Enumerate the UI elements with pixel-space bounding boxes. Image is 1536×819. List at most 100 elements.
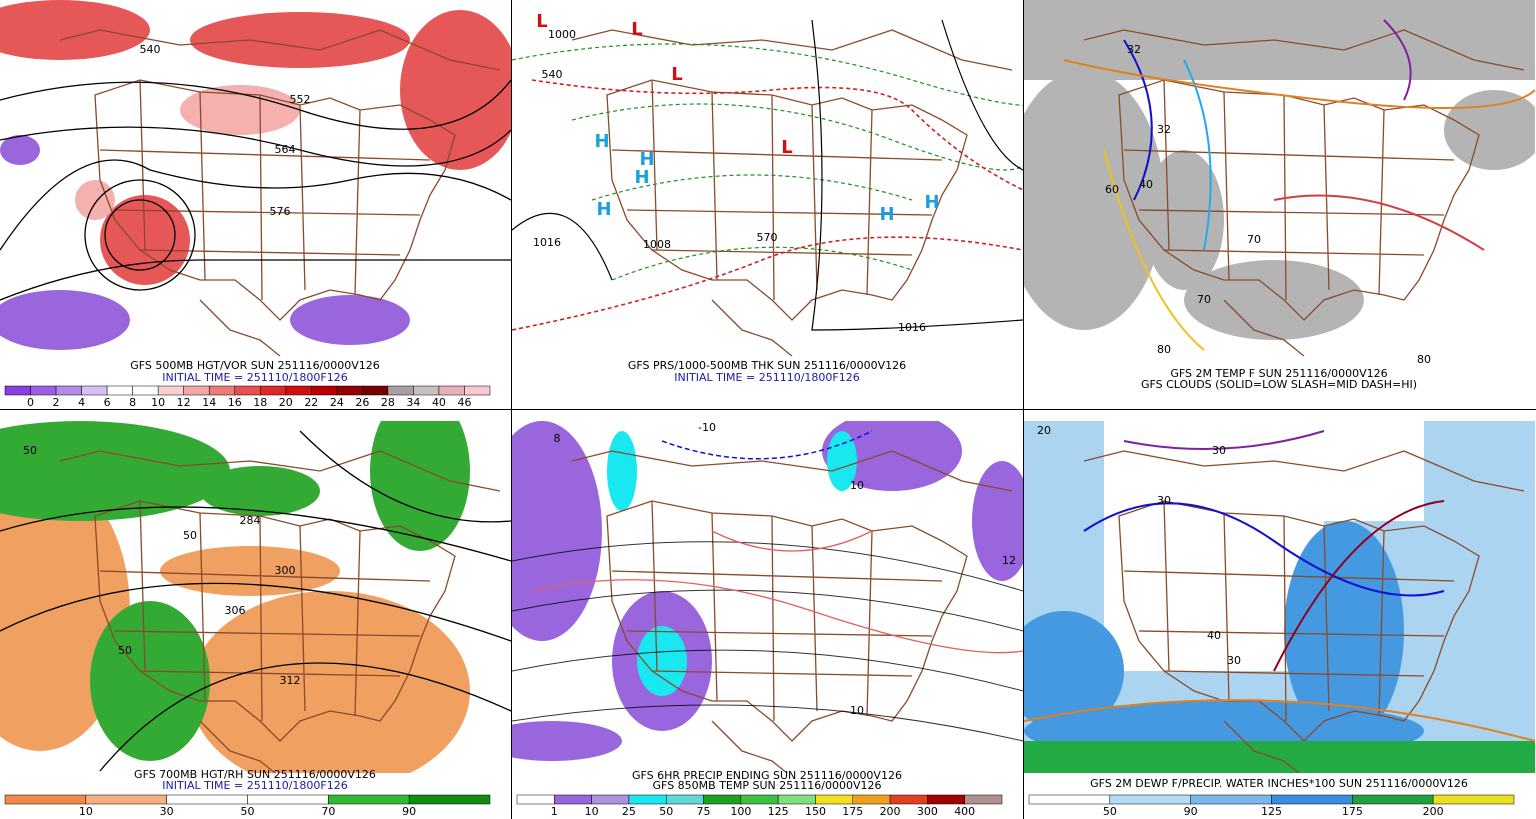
legend-swatch bbox=[1190, 794, 1272, 805]
legend-label: 50 bbox=[1103, 805, 1117, 818]
legend-swatch bbox=[4, 385, 31, 396]
contour-label: 576 bbox=[270, 205, 291, 218]
panel: 50 50 300 306 312 284 50 GFS 700MB HGT/RH SUN 2… bbox=[4, 444, 491, 818]
legend-swatch bbox=[208, 385, 235, 396]
legend-label: 10 bbox=[79, 805, 93, 818]
map-pressure bbox=[512, 0, 1023, 356]
pressure-center: L bbox=[631, 19, 642, 40]
pressure-center: H bbox=[596, 199, 611, 220]
legend-swatch bbox=[1352, 794, 1434, 805]
contour-label: 1016 bbox=[533, 236, 561, 249]
legend-swatch bbox=[964, 794, 1003, 805]
panel: 32 32 40 60 70 70 80 80 GFS 2M TEMP F SUN 251116… bbox=[1105, 43, 1431, 391]
contour-label: 284 bbox=[240, 514, 261, 527]
map-vorticity bbox=[0, 0, 511, 356]
legend-swatch bbox=[55, 385, 82, 396]
legend-swatch bbox=[336, 385, 363, 396]
contour-label: 32 bbox=[1157, 123, 1171, 136]
legend-swatch bbox=[285, 385, 312, 396]
contour-label: 10 bbox=[850, 704, 864, 717]
contour-label: 30 bbox=[1157, 494, 1171, 507]
pressure-center: L bbox=[536, 11, 547, 32]
map-rh bbox=[0, 421, 511, 773]
legend-swatch bbox=[183, 385, 210, 396]
legend-swatch bbox=[777, 794, 816, 805]
legend-label: 175 bbox=[842, 805, 863, 818]
caption: GFS 500MB HGT/VOR SUN 251116/0000V126 bbox=[130, 359, 380, 372]
legend-label: 12 bbox=[177, 396, 191, 409]
legend-label: 400 bbox=[954, 805, 975, 818]
legend-label: 16 bbox=[228, 396, 242, 409]
legend-label: 150 bbox=[805, 805, 826, 818]
legend-swatch bbox=[166, 794, 248, 805]
legend-swatch bbox=[464, 385, 491, 396]
legend-label: 90 bbox=[1184, 805, 1198, 818]
legend-label: 200 bbox=[1423, 805, 1444, 818]
contour-label: 540 bbox=[542, 68, 563, 81]
contour-label: 1016 bbox=[898, 321, 926, 334]
caption: GFS 700MB HGT/RH SUN 251116/0000V126 bbox=[134, 768, 376, 781]
contour-label: 564 bbox=[275, 143, 296, 156]
legend-label: 25 bbox=[622, 805, 636, 818]
map-dewpoint bbox=[1024, 421, 1535, 773]
legend-swatch bbox=[591, 794, 630, 805]
contour-label: -10 bbox=[698, 421, 716, 434]
caption: GFS 2M DEWP F/PRECIP. WATER INCHES*100 S… bbox=[1090, 777, 1468, 790]
legend-swatch bbox=[362, 385, 389, 396]
contour-label: 540 bbox=[140, 43, 161, 56]
contour-label: 70 bbox=[1197, 293, 1211, 306]
caption: INITIAL TIME = 251110/1800F126 bbox=[674, 371, 859, 384]
caption: GFS 850MB TEMP SUN 251116/0000V126 bbox=[653, 779, 882, 792]
caption: GFS CLOUDS (SOLID=LOW SLASH=MID DASH=HI) bbox=[1141, 378, 1417, 391]
legend-label: 6 bbox=[104, 396, 111, 409]
legend-label: 24 bbox=[330, 396, 344, 409]
legend-label: 300 bbox=[917, 805, 938, 818]
legend-label: 34 bbox=[406, 396, 420, 409]
contour-label: 20 bbox=[1037, 424, 1051, 437]
legend-swatch bbox=[740, 794, 779, 805]
legend-label: 125 bbox=[768, 805, 789, 818]
legend-swatch bbox=[1432, 794, 1515, 805]
legend-label: 10 bbox=[585, 805, 599, 818]
contour-label: 312 bbox=[280, 674, 301, 687]
pressure-center: H bbox=[639, 149, 654, 170]
legend-label: 125 bbox=[1261, 805, 1282, 818]
legend-swatch bbox=[927, 794, 965, 805]
panel: 20 30 30 40 30 GFS 2M DEWP F/PRECIP. WATER IN… bbox=[1028, 424, 1515, 818]
panel: -10 8 10 10 12 GFS 6HR PRECIP ENDING SUN 2511… bbox=[516, 421, 1016, 818]
pressure-center: H bbox=[634, 167, 649, 188]
legend-swatch bbox=[1028, 794, 1111, 805]
contour-label: 50 bbox=[118, 644, 132, 657]
caption: GFS 6HR PRECIP ENDING SUN 251116/0000V12… bbox=[632, 769, 902, 782]
legend-swatch bbox=[81, 385, 108, 396]
legend-label: 50 bbox=[659, 805, 673, 818]
contour-label: 552 bbox=[290, 93, 311, 106]
caption: GFS PRS/1000-500MB THK SUN 251116/0000V1… bbox=[628, 359, 906, 372]
caption: INITIAL TIME = 251110/1800F126 bbox=[162, 779, 347, 792]
legend-label: 18 bbox=[253, 396, 267, 409]
caption: INITIAL TIME = 251110/1800F126 bbox=[162, 371, 347, 384]
pressure-center: H bbox=[879, 204, 894, 225]
legend-swatch bbox=[852, 794, 891, 805]
contour-label: 70 bbox=[1247, 233, 1261, 246]
legend-label: 22 bbox=[304, 396, 318, 409]
legend-swatch bbox=[889, 794, 928, 805]
legend-swatch bbox=[628, 794, 667, 805]
legend-swatch bbox=[328, 794, 410, 805]
contour-label: 1000 bbox=[548, 28, 576, 41]
pressure-center: H bbox=[924, 192, 939, 213]
pressure-center: H bbox=[594, 131, 609, 152]
contour-label: 306 bbox=[225, 604, 246, 617]
legend-label: 28 bbox=[381, 396, 395, 409]
legend-swatch bbox=[4, 794, 87, 805]
legend-swatch bbox=[815, 794, 854, 805]
legend-swatch bbox=[1109, 794, 1191, 805]
legend-label: 26 bbox=[355, 396, 369, 409]
map-precip bbox=[512, 421, 1023, 773]
legend-label: 46 bbox=[457, 396, 471, 409]
legend-swatch bbox=[30, 385, 57, 396]
pressure-center: L bbox=[781, 137, 792, 158]
